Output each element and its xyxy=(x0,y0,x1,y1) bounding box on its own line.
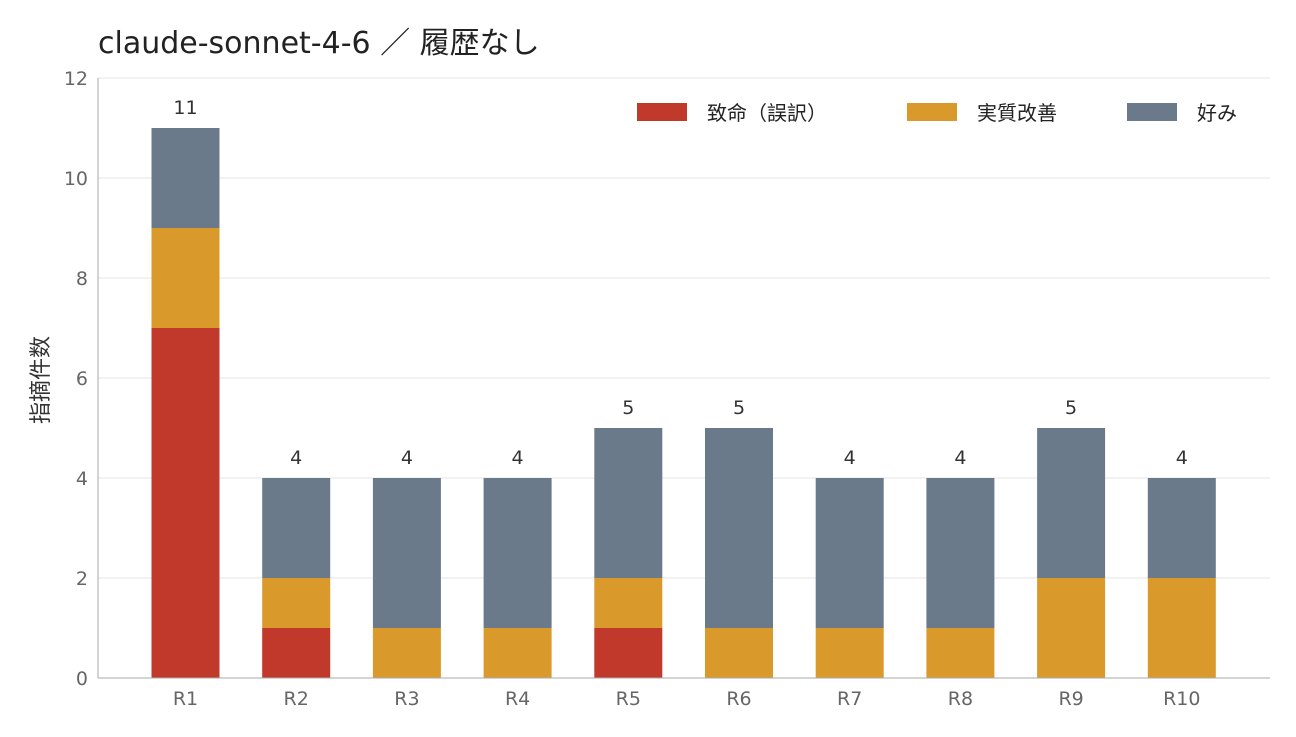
bars-group xyxy=(151,128,1216,678)
bar-segment xyxy=(262,628,331,678)
bar-segment xyxy=(262,578,331,628)
bar-segment xyxy=(483,478,552,628)
legend-swatch xyxy=(1127,103,1177,121)
x-tick-label: R8 xyxy=(948,688,973,710)
axes-group xyxy=(97,78,1270,679)
x-tick-label: R5 xyxy=(616,688,641,710)
x-tick-label: R1 xyxy=(173,688,198,710)
bar-segment xyxy=(594,428,663,578)
bar-segment xyxy=(151,128,220,228)
y-tick-label: 10 xyxy=(64,168,88,190)
bar-total-label: 5 xyxy=(733,397,745,419)
x-tick-label: R4 xyxy=(505,688,530,710)
y-tick-label: 2 xyxy=(76,568,88,590)
bar-segment xyxy=(372,628,441,678)
bar-total-label: 4 xyxy=(1176,447,1188,469)
y-tick-label: 12 xyxy=(64,68,88,90)
y-tick-label: 6 xyxy=(76,368,88,390)
legend: 致命（誤訳） 実質改善 好み xyxy=(637,101,1237,125)
bar-segment xyxy=(1147,478,1216,578)
bar-segment xyxy=(594,578,663,628)
bar-segment xyxy=(151,228,220,328)
bar-segment xyxy=(151,328,220,678)
x-tick-labels: R1 R2 R3 R4 R5 R6 R7 R8 R9 R10 xyxy=(173,688,1201,710)
legend-swatch xyxy=(637,103,687,121)
bar-segment xyxy=(815,628,884,678)
x-tick-label: R6 xyxy=(726,688,751,710)
x-tick-label: R10 xyxy=(1163,688,1200,710)
bar-segment xyxy=(926,478,995,628)
bar-segment xyxy=(705,428,773,628)
y-tick-labels: 0 2 4 6 8 10 12 xyxy=(64,68,88,690)
bar-segment xyxy=(483,628,552,678)
x-tick-label: R2 xyxy=(284,688,309,710)
bar-total-label: 4 xyxy=(290,447,302,469)
legend-label: 好み xyxy=(1197,101,1237,125)
bar-total-label: 4 xyxy=(954,447,966,469)
bar-segment xyxy=(1037,428,1106,578)
bar-segment xyxy=(1147,578,1216,678)
y-tick-label: 8 xyxy=(76,268,88,290)
y-tick-label: 4 xyxy=(76,468,88,490)
x-tick-label: R3 xyxy=(394,688,419,710)
legend-label: 致命（誤訳） xyxy=(707,101,827,125)
x-tick-label: R7 xyxy=(837,688,862,710)
bar-total-label: 4 xyxy=(844,447,856,469)
bar-segment xyxy=(594,628,663,678)
legend-swatch xyxy=(907,103,957,121)
chart-title: claude-sonnet-4-6 ／ 履歴なし xyxy=(98,26,540,61)
bar-segment xyxy=(815,478,884,628)
bar-total-label: 4 xyxy=(512,447,524,469)
bar-segment xyxy=(1037,578,1106,678)
x-tick-label: R9 xyxy=(1058,688,1083,710)
y-tick-label: 0 xyxy=(76,668,88,690)
bar-segment xyxy=(262,478,331,578)
bar-total-label: 5 xyxy=(622,397,634,419)
bar-total-label: 5 xyxy=(1065,397,1077,419)
bar-segment xyxy=(372,478,441,628)
bar-segment xyxy=(926,628,995,678)
y-axis-label: 指摘件数 xyxy=(29,336,54,424)
bar-total-label: 11 xyxy=(173,97,197,119)
bar-total-label: 4 xyxy=(401,447,413,469)
bar-segment xyxy=(705,628,773,678)
legend-label: 実質改善 xyxy=(977,101,1057,125)
data-labels: 11 4 4 4 5 5 4 4 5 4 xyxy=(173,97,1187,469)
